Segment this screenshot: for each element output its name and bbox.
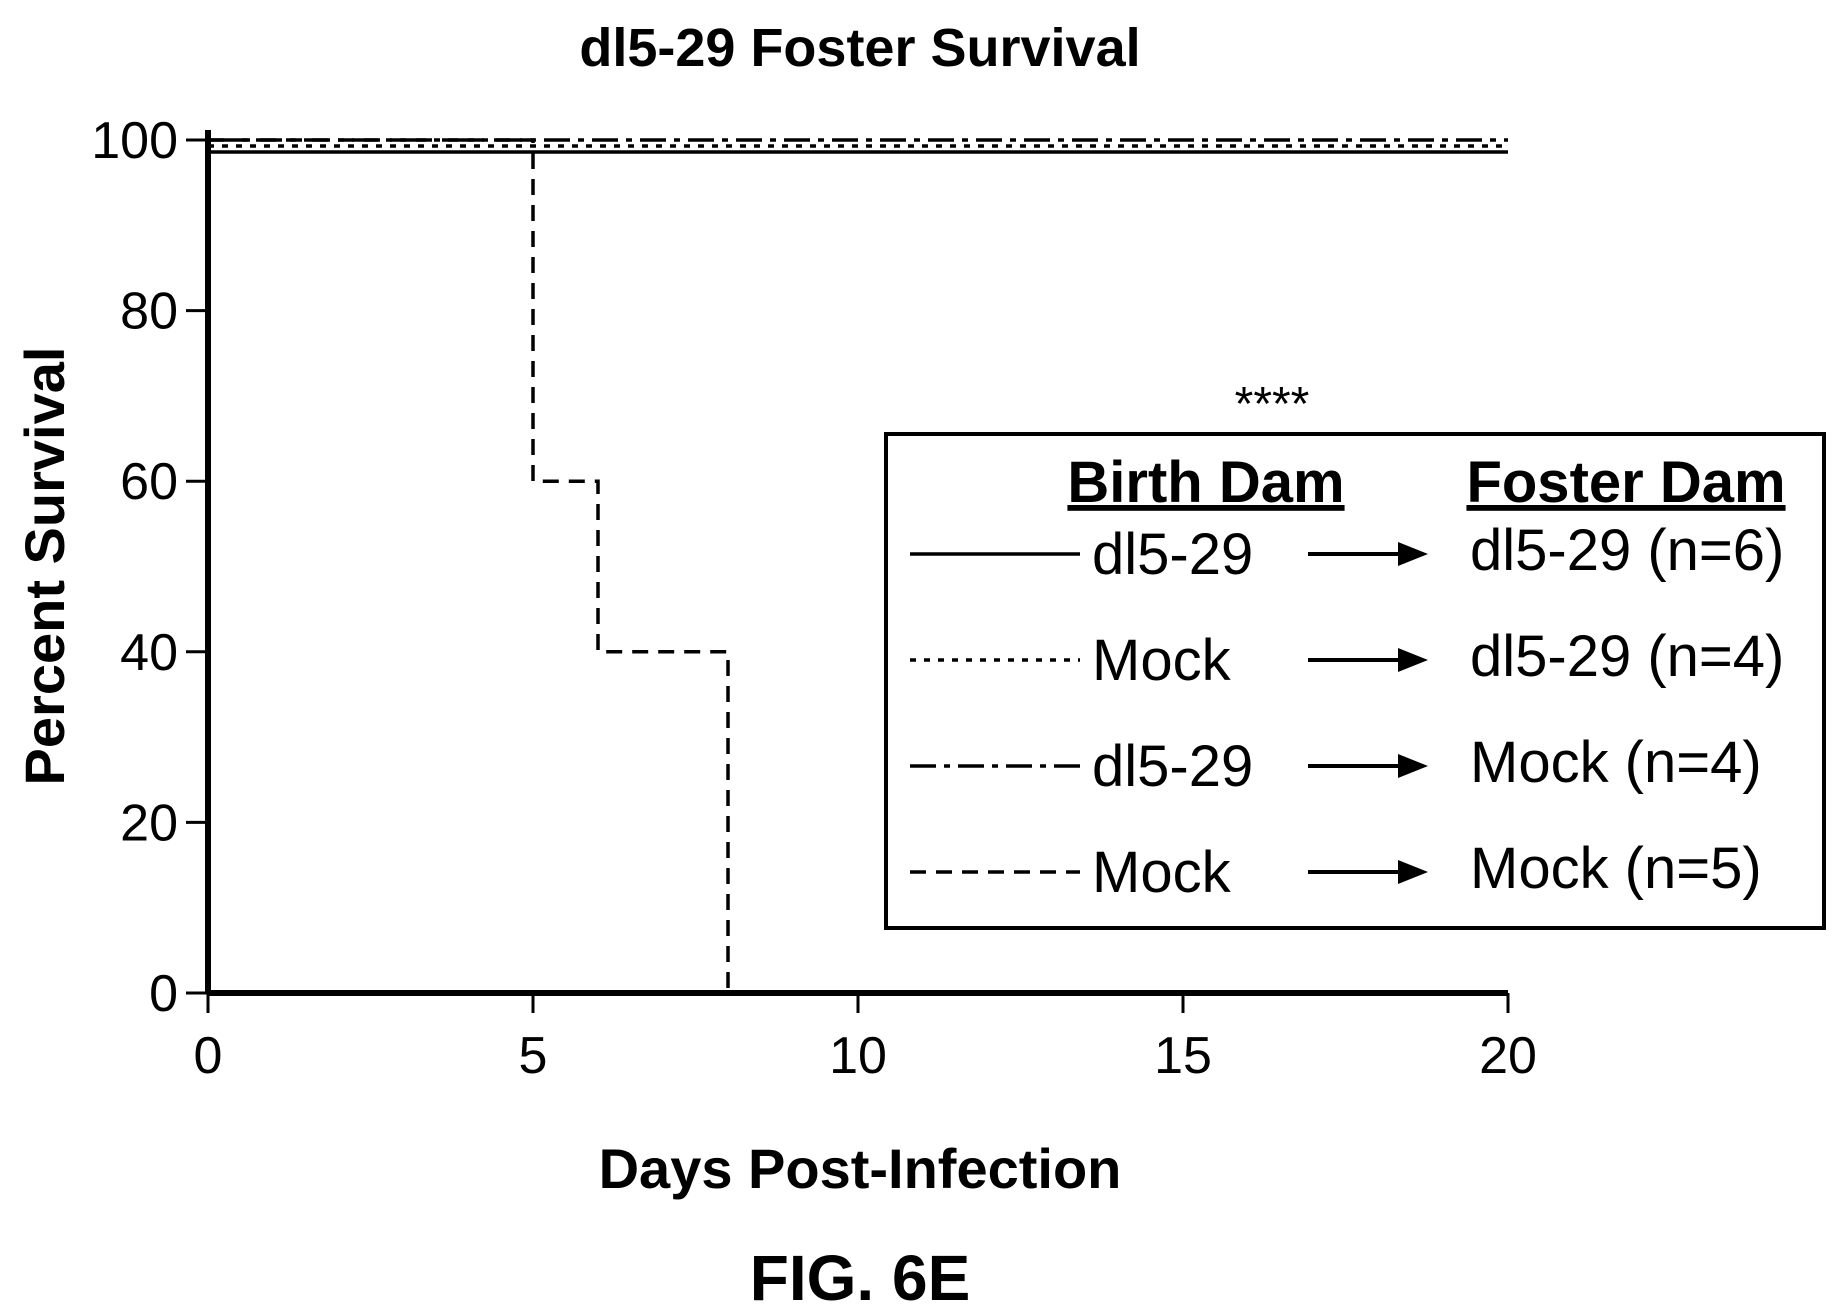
legend-birth-label: dl5-29: [1092, 522, 1253, 587]
x-tick-label: 10: [829, 1027, 887, 1085]
y-axis-label: Percent Survival: [13, 347, 76, 786]
x-tick-label: 15: [1154, 1027, 1212, 1085]
legend-birth-label: Mock: [1092, 628, 1232, 693]
y-tick-label: 0: [149, 965, 178, 1023]
legend-header-foster: Foster Dam: [1466, 450, 1785, 515]
y-tick-label: 80: [120, 283, 178, 341]
series-line-4: [208, 138, 730, 993]
x-tick-label: 5: [519, 1027, 548, 1085]
legend-header-birth: Birth Dam: [1067, 450, 1344, 515]
legend-foster-label: Mock (n=5): [1470, 836, 1762, 901]
legend-birth-label: dl5-29: [1092, 734, 1253, 799]
y-tick-label: 100: [91, 112, 178, 170]
legend-arrow-head: [1398, 542, 1428, 566]
y-tick-label: 20: [120, 794, 178, 852]
legend-foster-label: dl5-29 (n=4): [1470, 624, 1784, 689]
x-tick-label: 0: [194, 1027, 223, 1085]
legend-box: [884, 432, 1826, 930]
legend-arrow-head: [1398, 860, 1428, 884]
significance-annotation: ****: [1235, 378, 1310, 431]
x-axis-label: Days Post-Infection: [599, 1137, 1122, 1200]
chart-title: dl5-29 Foster Survival: [579, 18, 1140, 78]
legend: Birth Dam Foster Dam dl5-29 dl5-29 (n=6) M…: [884, 432, 1826, 930]
figure-label: FIG. 6E: [750, 1242, 971, 1314]
y-tick-label: 60: [120, 453, 178, 511]
legend-birth-label: Mock: [1092, 840, 1232, 905]
y-tick-label: 40: [120, 624, 178, 682]
legend-arrow-head: [1398, 754, 1428, 778]
legend-foster-label: Mock (n=4): [1470, 730, 1762, 795]
plot-area: 0 20 40 60 80 100 0 5 10 15 20: [91, 112, 1537, 1085]
legend-arrow-head: [1398, 648, 1428, 672]
x-tick-label: 20: [1479, 1027, 1537, 1085]
legend-rows: dl5-29 dl5-29 (n=6) Mock dl5-29 (n=4) dl5-29…: [910, 518, 1784, 905]
legend-foster-label: dl5-29 (n=6): [1470, 518, 1784, 583]
